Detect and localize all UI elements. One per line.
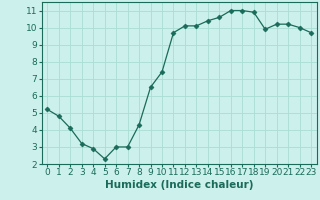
X-axis label: Humidex (Indice chaleur): Humidex (Indice chaleur) <box>105 180 253 190</box>
